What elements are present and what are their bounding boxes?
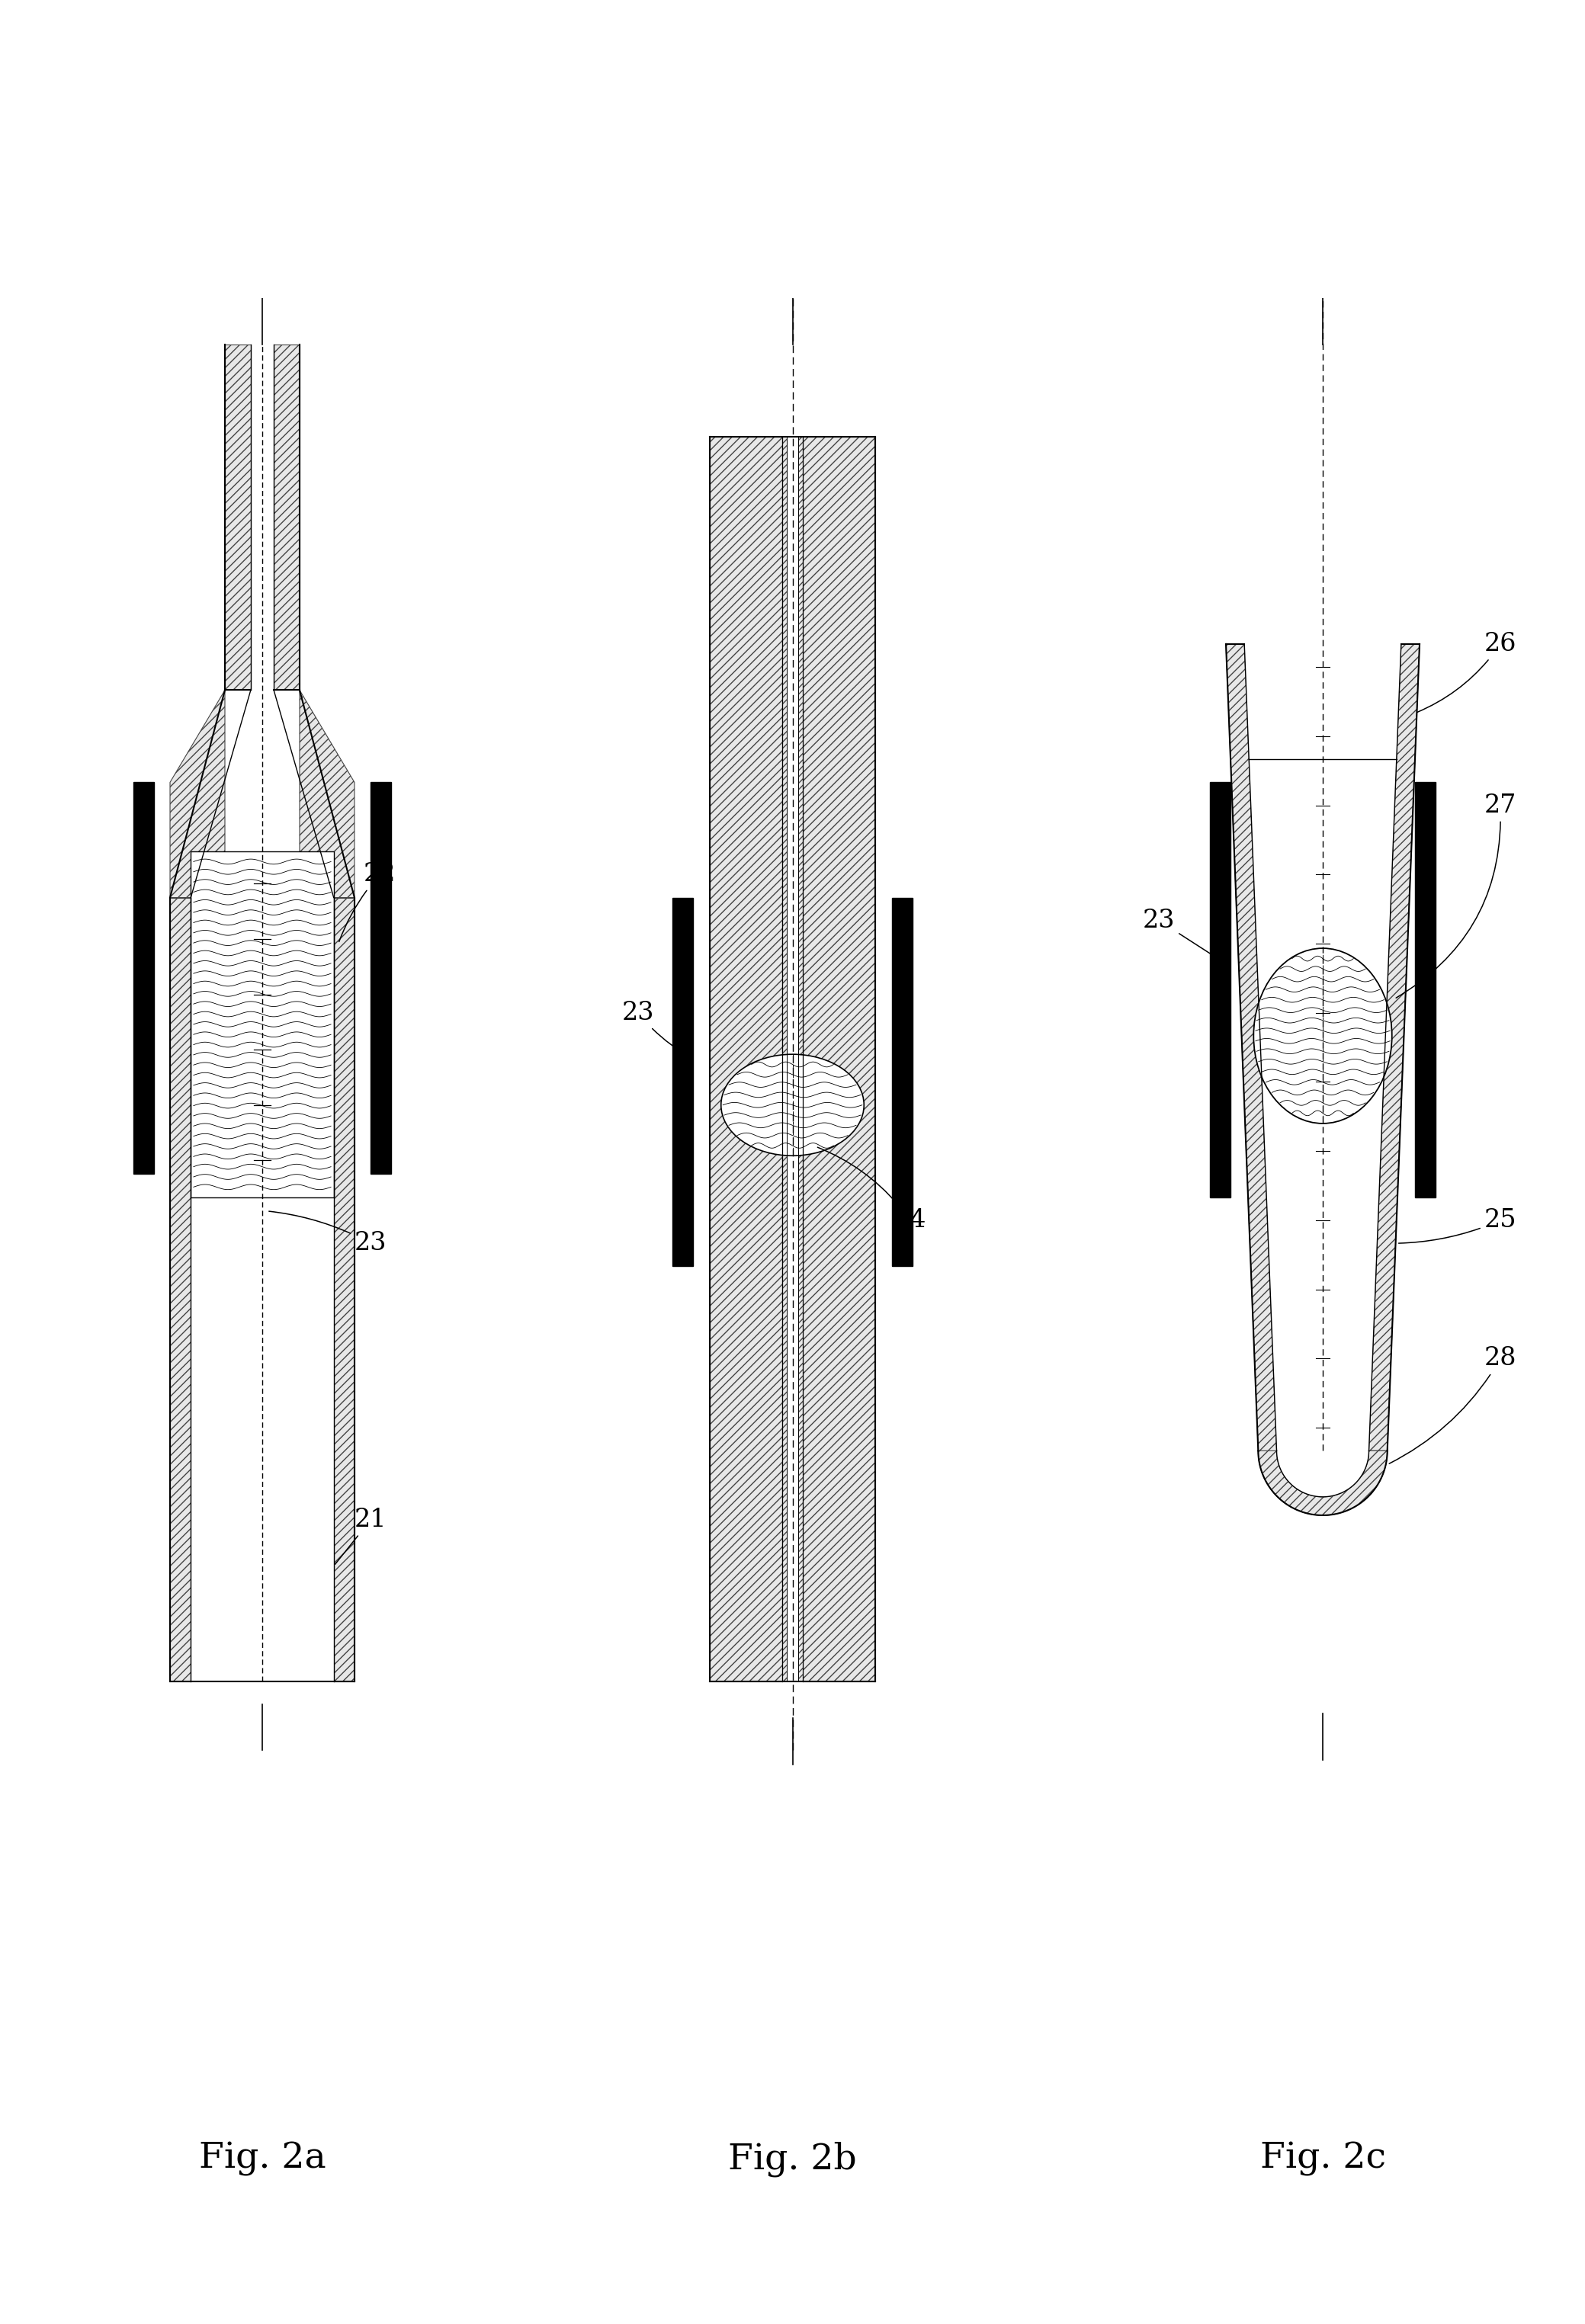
Polygon shape <box>300 690 355 897</box>
Text: 23: 23 <box>269 1211 387 1255</box>
Polygon shape <box>1258 1450 1387 1515</box>
Polygon shape <box>1225 644 1323 1515</box>
Bar <box>371 783 391 1174</box>
Polygon shape <box>170 897 190 1680</box>
Polygon shape <box>170 690 225 897</box>
Text: Fig. 2a: Fig. 2a <box>198 2140 327 2175</box>
Text: 27: 27 <box>1396 792 1517 997</box>
Bar <box>892 897 913 1267</box>
Text: 28: 28 <box>1388 1346 1517 1464</box>
Text: 21: 21 <box>334 1508 387 1564</box>
Polygon shape <box>783 437 786 1680</box>
Ellipse shape <box>721 1055 864 1155</box>
Text: Fig. 2c: Fig. 2c <box>1260 2140 1385 2175</box>
Bar <box>1209 783 1230 1197</box>
Polygon shape <box>1276 1450 1369 1497</box>
Polygon shape <box>190 897 334 1680</box>
Bar <box>133 783 154 1174</box>
Text: 26: 26 <box>1417 632 1517 713</box>
Polygon shape <box>802 437 875 1680</box>
Polygon shape <box>1323 644 1420 1515</box>
Polygon shape <box>710 437 783 1680</box>
Text: 24: 24 <box>818 1148 926 1232</box>
Text: 22: 22 <box>339 862 396 941</box>
Text: 23: 23 <box>1143 909 1228 964</box>
Text: 23: 23 <box>621 1002 691 1057</box>
Polygon shape <box>190 851 334 1197</box>
Polygon shape <box>225 344 250 690</box>
Text: Fig. 2b: Fig. 2b <box>728 2140 857 2178</box>
Bar <box>1415 783 1436 1197</box>
Polygon shape <box>1244 644 1401 1450</box>
Bar <box>672 897 693 1267</box>
Polygon shape <box>786 437 799 1680</box>
Text: 25: 25 <box>1398 1208 1517 1243</box>
Polygon shape <box>250 344 274 690</box>
Polygon shape <box>274 344 300 690</box>
Polygon shape <box>799 437 802 1680</box>
Polygon shape <box>334 897 355 1680</box>
Ellipse shape <box>1254 948 1392 1122</box>
